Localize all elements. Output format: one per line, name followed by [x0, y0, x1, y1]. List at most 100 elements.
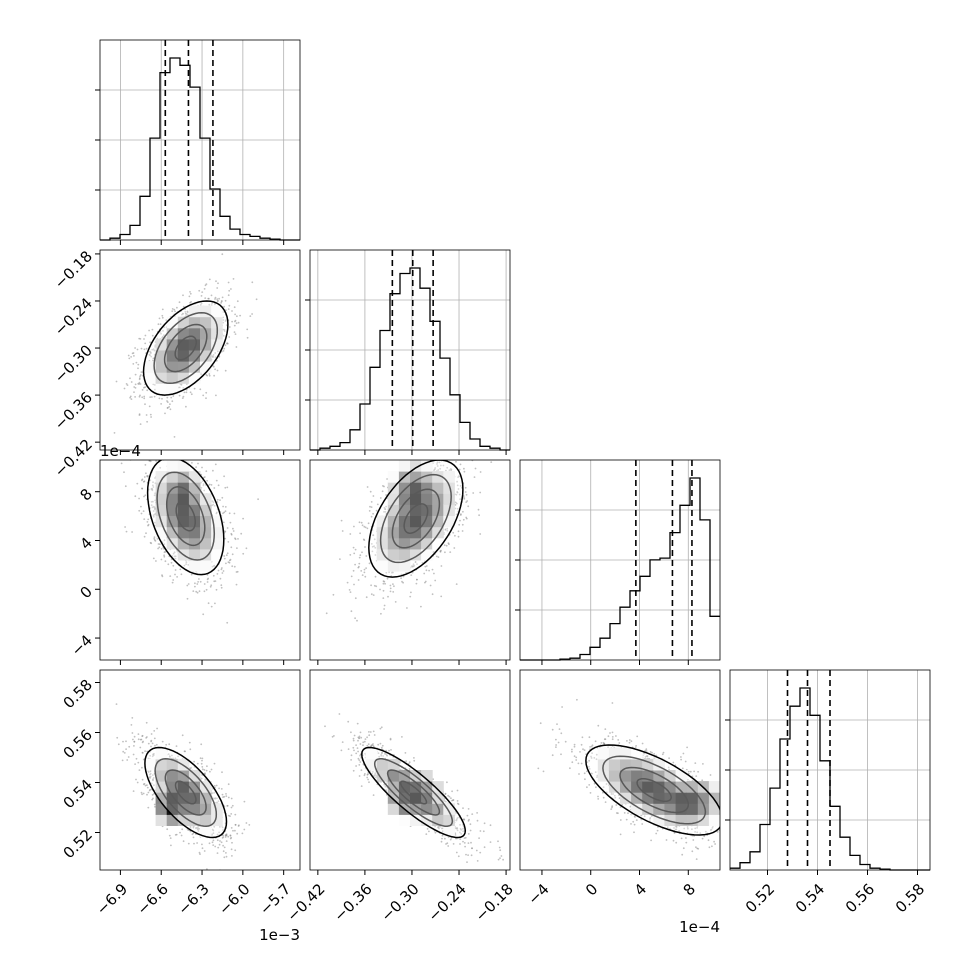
- sample-point: [214, 602, 216, 605]
- sample-point: [467, 505, 470, 508]
- density-cell: [144, 361, 156, 373]
- sample-point: [228, 561, 231, 564]
- density-cell: [166, 515, 179, 528]
- sample-point: [200, 743, 203, 746]
- sample-point: [135, 361, 138, 364]
- sample-point: [393, 585, 395, 588]
- sample-point: [234, 829, 236, 832]
- sample-point: [225, 855, 228, 858]
- sample-point: [202, 484, 205, 487]
- sample-point: [150, 416, 153, 418]
- sample-point: [426, 454, 428, 456]
- sample-point: [173, 308, 176, 311]
- sample-point: [226, 621, 229, 624]
- sample-point: [210, 584, 213, 587]
- sample-point: [159, 330, 162, 333]
- sample-point: [163, 554, 166, 557]
- sample-point: [152, 481, 154, 484]
- sample-point: [164, 412, 166, 415]
- sample-point: [143, 338, 145, 340]
- sample-point: [212, 356, 214, 359]
- sample-point: [197, 448, 199, 450]
- sample-point: [139, 374, 142, 376]
- sample-point: [429, 584, 432, 587]
- sample-point: [211, 565, 214, 568]
- sample-point: [113, 432, 116, 434]
- density-cell: [200, 327, 212, 340]
- sample-point: [133, 391, 135, 393]
- density-cell: [177, 515, 190, 528]
- sample-point: [221, 572, 224, 574]
- density-cell: [155, 383, 168, 395]
- sample-point: [153, 349, 156, 352]
- sample-point: [190, 393, 193, 396]
- sample-point: [141, 793, 144, 796]
- sample-point: [369, 490, 372, 493]
- sample-point: [424, 565, 427, 568]
- sample-point: [235, 346, 238, 348]
- sample-point: [245, 547, 248, 550]
- sample-point: [230, 813, 233, 815]
- density-cell: [177, 327, 190, 340]
- sample-point: [206, 765, 208, 768]
- density-cell: [188, 327, 201, 340]
- sample-point: [174, 569, 177, 571]
- sample-point: [159, 466, 162, 469]
- sample-point: [145, 347, 148, 350]
- sample-point: [357, 579, 360, 581]
- sample-point: [438, 454, 440, 456]
- sample-point: [214, 368, 217, 371]
- sample-point: [220, 841, 223, 844]
- sample-point: [164, 560, 167, 563]
- sample-point: [394, 601, 397, 603]
- sample-point: [236, 570, 239, 573]
- density-cell: [188, 471, 201, 483]
- sample-point: [179, 383, 182, 386]
- sample-point: [461, 530, 464, 532]
- sample-point: [460, 453, 462, 455]
- sample-point: [416, 578, 418, 581]
- sample-point: [223, 328, 226, 331]
- sample-point: [206, 574, 209, 576]
- sample-point: [234, 319, 237, 322]
- sample-point: [184, 308, 187, 311]
- sample-point: [382, 582, 385, 585]
- sample-point: [140, 347, 143, 350]
- sample-point: [228, 871, 230, 873]
- density-cell: [166, 338, 179, 351]
- sample-point: [440, 464, 442, 467]
- contour-line: [153, 311, 219, 385]
- sample-point: [169, 446, 171, 448]
- sample-point: [234, 333, 237, 335]
- sample-point: [370, 501, 373, 503]
- sample-point: [130, 724, 133, 726]
- sample-point: [225, 852, 227, 854]
- sample-point: [445, 469, 447, 472]
- sample-point: [212, 365, 215, 368]
- sample-point: [223, 347, 226, 350]
- sample-point: [373, 545, 375, 547]
- sample-point: [205, 283, 208, 285]
- sample-point: [146, 475, 149, 477]
- density-panel-2-0: [120, 445, 259, 624]
- sample-point: [134, 763, 137, 765]
- sample-point: [246, 328, 249, 331]
- sample-point: [216, 298, 219, 300]
- density-cell: [177, 460, 190, 472]
- sample-point: [226, 342, 229, 345]
- sample-point: [199, 445, 201, 447]
- sample-point: [424, 441, 426, 443]
- sample-point: [170, 561, 173, 564]
- sample-point: [340, 519, 343, 522]
- sample-point: [431, 568, 434, 571]
- sample-point: [213, 487, 216, 489]
- sample-point: [211, 302, 214, 304]
- sample-point: [143, 395, 146, 398]
- contour-line: [156, 471, 216, 561]
- sample-point: [214, 356, 217, 358]
- sample-point: [410, 591, 412, 594]
- sample-point: [365, 555, 368, 557]
- sample-point: [456, 456, 458, 458]
- density-cell: [166, 372, 179, 384]
- sample-point: [221, 253, 224, 256]
